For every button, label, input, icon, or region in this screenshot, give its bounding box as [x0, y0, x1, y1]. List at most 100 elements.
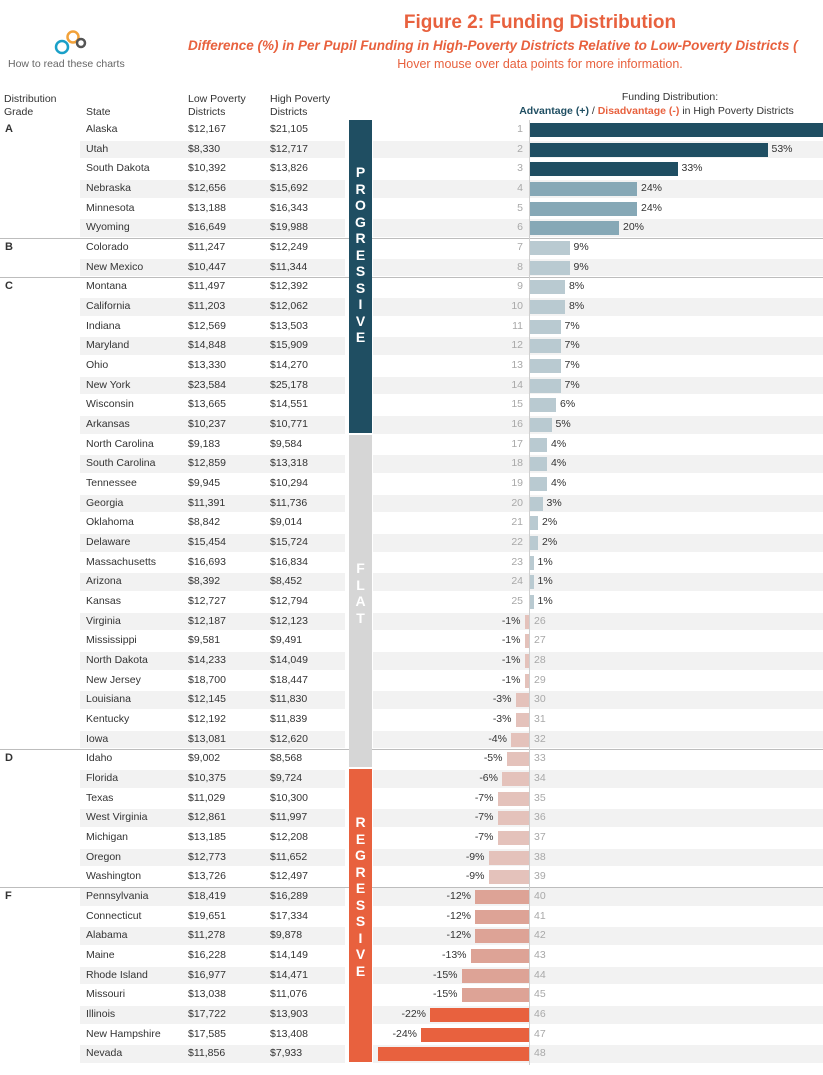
table-row[interactable]: New Hampshire $17,585 $13,408 47 -24% — [0, 1025, 823, 1045]
table-row[interactable]: F Pennsylvania $18,419 $16,289 40 -12% — [0, 887, 823, 907]
funding-bar[interactable] — [529, 319, 561, 334]
funding-bar[interactable] — [529, 575, 534, 590]
table-row[interactable]: Nebraska $12,656 $15,692 4 24% — [0, 179, 823, 199]
table-row[interactable]: D Idaho $9,002 $8,568 33 -5% — [0, 749, 823, 769]
funding-bar[interactable] — [529, 555, 534, 570]
table-row[interactable]: California $11,203 $12,062 10 8% — [0, 297, 823, 317]
table-row[interactable]: South Dakota $10,392 $13,826 3 33% — [0, 159, 823, 179]
table-row[interactable]: C Montana $11,497 $12,392 9 8% — [0, 277, 823, 297]
table-row[interactable]: Connecticut $19,651 $17,334 41 -12% — [0, 907, 823, 927]
funding-bar[interactable] — [378, 1047, 529, 1062]
funding-bar[interactable] — [529, 595, 534, 610]
table-row[interactable]: Nevada $11,856 $7,933 48 — [0, 1044, 823, 1064]
funding-bar[interactable] — [529, 221, 619, 236]
funding-bar[interactable] — [488, 870, 529, 885]
table-row[interactable]: B Colorado $11,247 $12,249 7 9% — [0, 238, 823, 258]
table-row[interactable]: Arkansas $10,237 $10,771 16 5% — [0, 415, 823, 435]
high-poverty-funding: $12,062 — [270, 300, 308, 313]
table-row[interactable]: West Virginia $12,861 $11,997 36 -7% — [0, 808, 823, 828]
funding-bar[interactable] — [529, 457, 547, 472]
table-row[interactable]: Indiana $12,569 $13,503 11 7% — [0, 317, 823, 337]
chart-guide-icon[interactable] — [54, 26, 88, 56]
funding-bar[interactable] — [470, 949, 529, 964]
funding-bar[interactable] — [529, 260, 570, 275]
funding-bar[interactable] — [529, 339, 561, 354]
table-row[interactable]: Washington $13,726 $12,497 39 -9% — [0, 867, 823, 887]
funding-bar[interactable] — [515, 713, 529, 728]
table-row[interactable]: Massachusetts $16,693 $16,834 23 1% — [0, 553, 823, 573]
table-row[interactable]: South Carolina $12,859 $13,318 18 4% — [0, 454, 823, 474]
table-row[interactable]: Rhode Island $16,977 $14,471 44 -15% — [0, 966, 823, 986]
funding-bar[interactable] — [502, 772, 529, 787]
funding-bar[interactable] — [529, 398, 556, 413]
data-label: -1% — [501, 614, 521, 627]
table-row[interactable]: Oklahoma $8,842 $9,014 21 2% — [0, 513, 823, 533]
table-row[interactable]: Kentucky $12,192 $11,839 31 -3% — [0, 710, 823, 730]
funding-bar[interactable] — [511, 732, 529, 747]
funding-bar[interactable] — [506, 752, 529, 767]
table-row[interactable]: Wisconsin $13,665 $14,551 15 6% — [0, 395, 823, 415]
funding-bar[interactable] — [529, 201, 637, 216]
funding-bar[interactable] — [430, 1008, 529, 1023]
table-row[interactable]: Kansas $12,727 $12,794 25 1% — [0, 592, 823, 612]
table-row[interactable]: New York $23,584 $25,178 14 7% — [0, 376, 823, 396]
table-row[interactable]: Delaware $15,454 $15,724 22 2% — [0, 533, 823, 553]
funding-bar[interactable] — [461, 988, 529, 1003]
table-row[interactable]: Wyoming $16,649 $19,988 6 20% — [0, 218, 823, 238]
table-row[interactable]: Alabama $11,278 $9,878 42 -12% — [0, 926, 823, 946]
funding-bar[interactable] — [529, 378, 561, 393]
table-row[interactable]: Maine $16,228 $14,149 43 -13% — [0, 946, 823, 966]
funding-bar[interactable] — [529, 241, 570, 256]
table-row[interactable]: Louisiana $12,145 $11,830 30 -3% — [0, 690, 823, 710]
table-row[interactable]: Utah $8,330 $12,717 2 53% — [0, 140, 823, 160]
funding-bar[interactable] — [529, 516, 538, 531]
table-row[interactable]: Missouri $13,038 $11,076 45 -15% — [0, 985, 823, 1005]
funding-bar[interactable] — [529, 418, 552, 433]
table-row[interactable]: Maryland $14,848 $15,909 12 7% — [0, 336, 823, 356]
funding-bar[interactable] — [475, 909, 529, 924]
funding-bar[interactable] — [529, 182, 637, 196]
table-row[interactable]: Arizona $8,392 $8,452 24 1% — [0, 572, 823, 592]
funding-bar[interactable] — [524, 673, 529, 688]
funding-bar[interactable] — [497, 831, 529, 846]
table-row[interactable]: Georgia $11,391 $11,736 20 3% — [0, 494, 823, 514]
funding-bar[interactable] — [461, 968, 529, 983]
table-row[interactable]: New Mexico $10,447 $11,344 8 9% — [0, 258, 823, 278]
funding-bar[interactable] — [524, 634, 529, 649]
table-row[interactable]: Mississippi $9,581 $9,491 27 -1% — [0, 631, 823, 651]
funding-bar[interactable] — [529, 437, 547, 452]
funding-bar[interactable] — [488, 850, 529, 865]
table-row[interactable]: Michigan $13,185 $12,208 37 -7% — [0, 828, 823, 848]
funding-bar[interactable] — [529, 280, 565, 295]
funding-bar[interactable] — [515, 693, 529, 708]
funding-bar[interactable] — [421, 1027, 529, 1042]
table-row[interactable]: Florida $10,375 $9,724 34 -6% — [0, 769, 823, 789]
table-row[interactable]: North Dakota $14,233 $14,049 28 -1% — [0, 651, 823, 671]
funding-bar[interactable] — [524, 614, 529, 629]
funding-bar[interactable] — [497, 811, 529, 826]
funding-bar[interactable] — [529, 477, 547, 492]
funding-bar[interactable] — [529, 359, 561, 374]
table-row[interactable]: Ohio $13,330 $14,270 13 7% — [0, 356, 823, 376]
table-row[interactable]: Oregon $12,773 $11,652 38 -9% — [0, 848, 823, 868]
table-row[interactable]: A Alaska $12,167 $21,105 1 — [0, 120, 823, 140]
how-to-read-link[interactable]: How to read these charts — [8, 58, 125, 70]
funding-bar[interactable] — [529, 496, 543, 511]
funding-bar[interactable] — [529, 123, 823, 137]
table-row[interactable]: Iowa $13,081 $12,620 32 -4% — [0, 730, 823, 750]
table-row[interactable]: Virginia $12,187 $12,123 26 -1% — [0, 612, 823, 632]
table-row[interactable]: New Jersey $18,700 $18,447 29 -1% — [0, 671, 823, 691]
funding-bar[interactable] — [529, 300, 565, 315]
table-row[interactable]: Tennessee $9,945 $10,294 19 4% — [0, 474, 823, 494]
table-row[interactable]: North Carolina $9,183 $9,584 17 4% — [0, 435, 823, 455]
funding-bar[interactable] — [524, 654, 529, 669]
funding-bar[interactable] — [475, 929, 529, 944]
funding-bar[interactable] — [475, 890, 529, 905]
funding-bar[interactable] — [529, 162, 678, 177]
funding-bar[interactable] — [497, 791, 529, 806]
funding-bar[interactable] — [529, 536, 538, 551]
funding-bar[interactable] — [529, 142, 768, 157]
table-row[interactable]: Illinois $17,722 $13,903 46 -22% — [0, 1005, 823, 1025]
table-row[interactable]: Minnesota $13,188 $16,343 5 24% — [0, 199, 823, 219]
table-row[interactable]: Texas $11,029 $10,300 35 -7% — [0, 789, 823, 809]
